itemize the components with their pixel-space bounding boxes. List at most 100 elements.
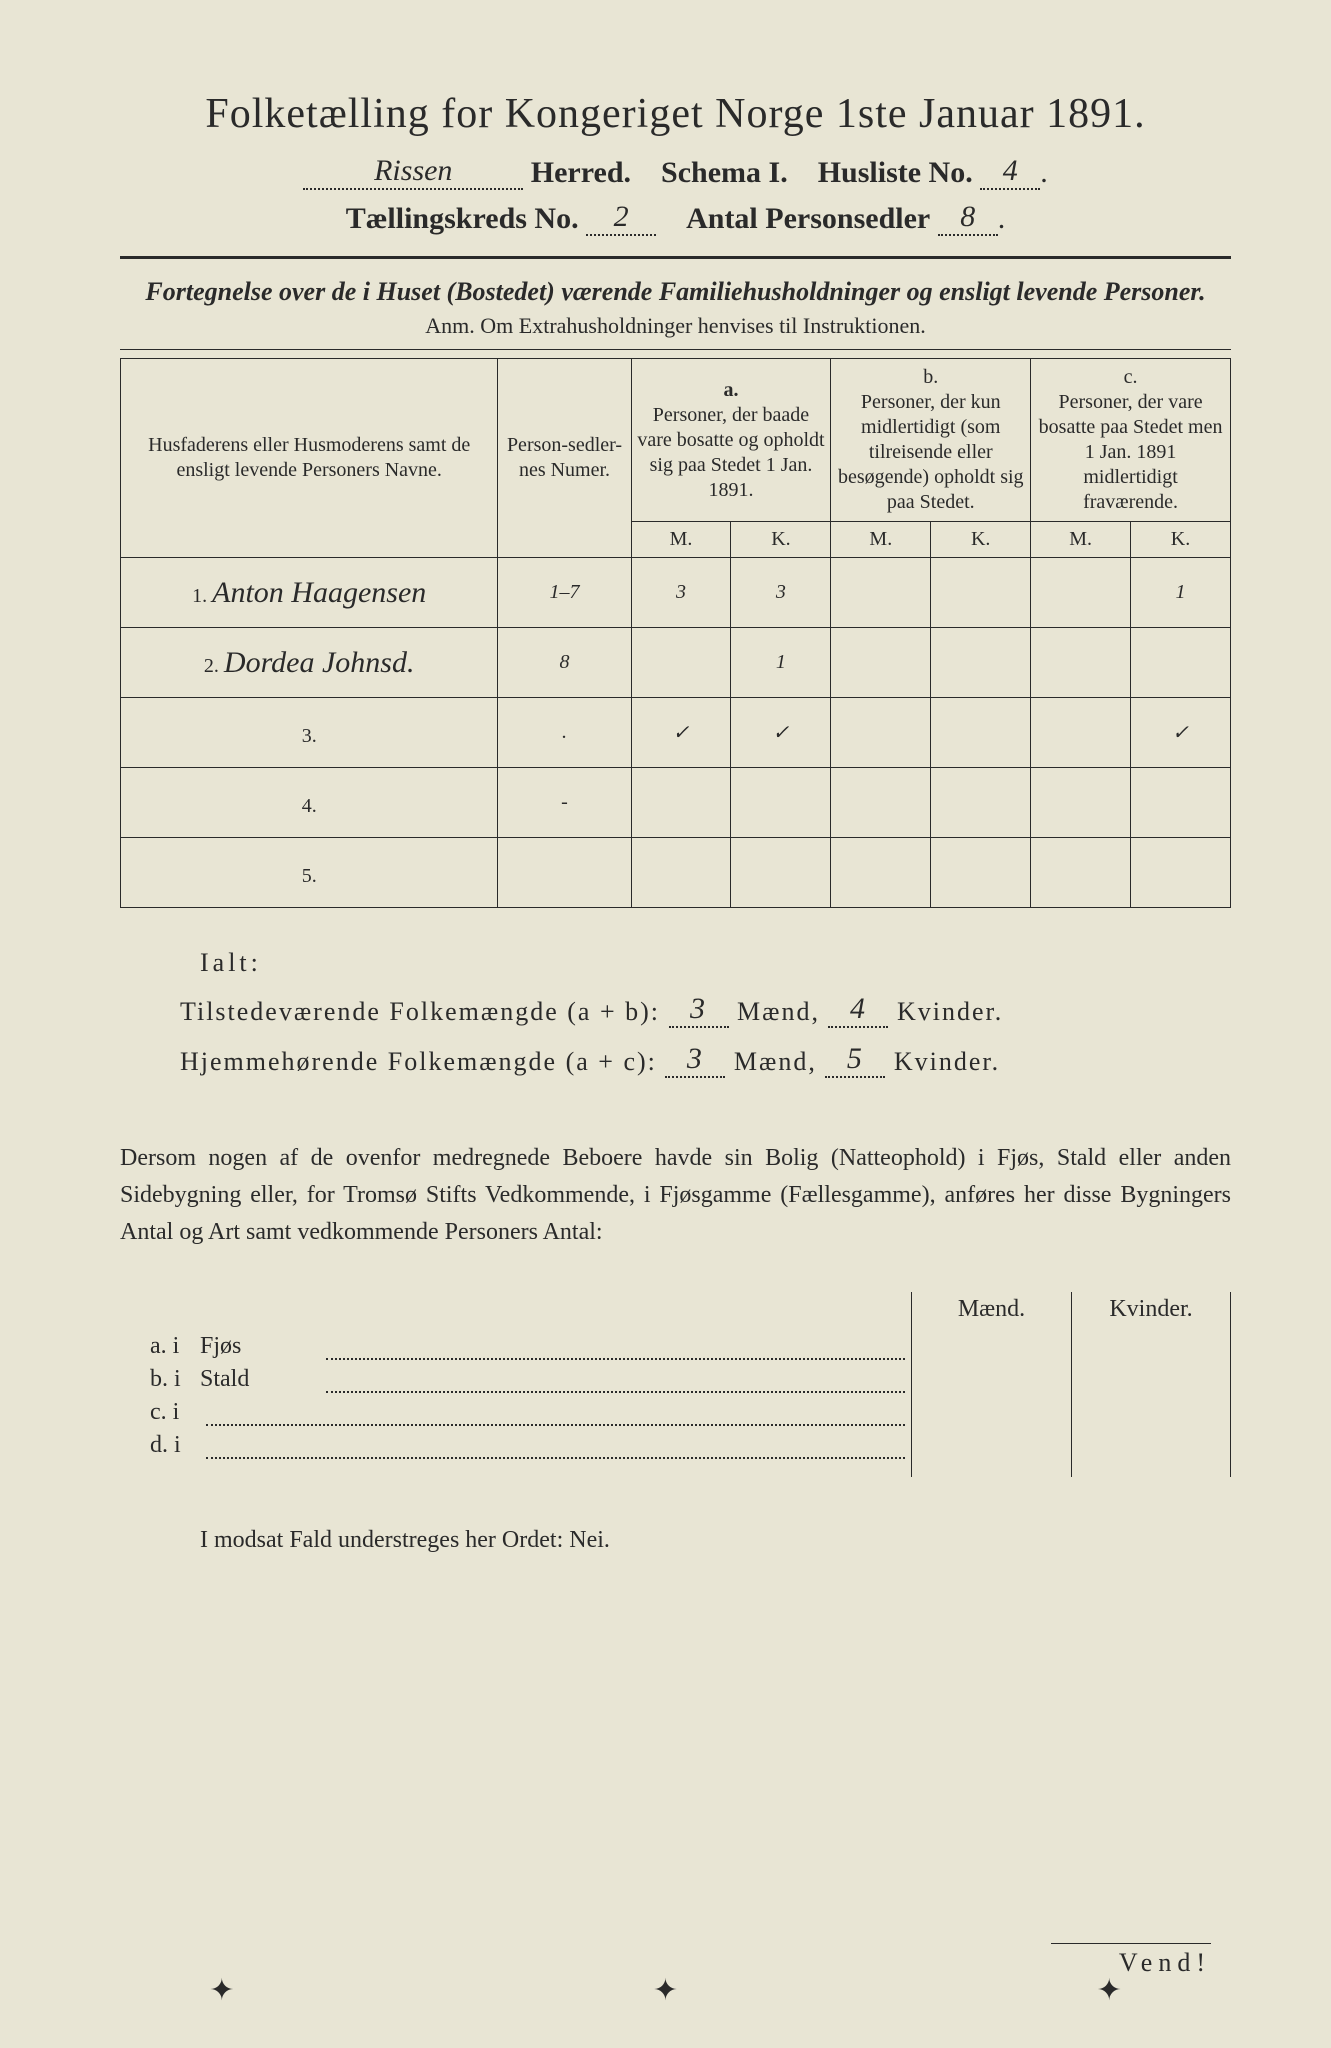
rule-1 bbox=[120, 256, 1231, 259]
cell-bM bbox=[831, 628, 931, 698]
cell-cM bbox=[1031, 558, 1131, 628]
antal-label: Antal Personsedler bbox=[686, 202, 930, 235]
cell-aK bbox=[731, 838, 831, 908]
th-b-head: b. bbox=[923, 366, 938, 388]
header-line-1: Rissen Herred. Schema I. Husliste No. 4. bbox=[120, 156, 1231, 192]
th-names: Husfaderens eller Husmoderens samt de en… bbox=[121, 359, 498, 558]
cell-cK bbox=[1131, 628, 1231, 698]
row-n: 1. bbox=[192, 585, 207, 607]
schema-label: Schema I. bbox=[661, 156, 788, 189]
totals-l1-m: 3 bbox=[669, 992, 729, 1028]
cell-aM: 3 bbox=[631, 558, 731, 628]
ob-name: Stald bbox=[200, 1366, 320, 1393]
husliste-value: 4 bbox=[980, 154, 1040, 190]
totals-l1-k: 4 bbox=[828, 992, 888, 1028]
th-a-text: Personer, der baade vare bosatte og opho… bbox=[637, 404, 824, 501]
outbuilding-paragraph: Dersom nogen af de ovenfor medregnede Be… bbox=[120, 1140, 1231, 1252]
totals-l2-label: Hjemmehørende Folkemængde (a + c): bbox=[180, 1047, 657, 1076]
cell-name: 3. bbox=[121, 698, 498, 768]
cell-bK bbox=[931, 768, 1031, 838]
dot-icon: ✦ bbox=[653, 1973, 678, 2008]
cell-name: 5. bbox=[121, 838, 498, 908]
th-c-k: K. bbox=[1131, 522, 1231, 558]
antal-value: 8 bbox=[938, 200, 998, 236]
table-row: 2. Dordea Johnsd. 8 1 bbox=[121, 628, 1231, 698]
th-c-head: c. bbox=[1124, 366, 1138, 388]
th-a: a. Personer, der baade vare bosatte og o… bbox=[631, 359, 831, 522]
cell-cM bbox=[1031, 628, 1131, 698]
census-form-page: Folketælling for Kongeriget Norge 1ste J… bbox=[0, 0, 1331, 2048]
th-c-m: M. bbox=[1031, 522, 1131, 558]
herred-value: Rissen bbox=[303, 154, 523, 190]
table-body: 1. Anton Haagensen 1–7 3 3 1 2. Dordea J… bbox=[121, 558, 1231, 908]
cell-num: 1–7 bbox=[498, 558, 631, 628]
cell-name: 1. Anton Haagensen bbox=[121, 558, 498, 628]
row-name-hw: Dordea Johnsd. bbox=[224, 646, 415, 679]
totals-line-2: Hjemmehørende Folkemængde (a + c): 3 Mæn… bbox=[180, 1044, 1231, 1080]
kreds-label: Tællingskreds No. bbox=[346, 202, 579, 235]
th-c-text: Personer, der vare bosatte paa Stedet me… bbox=[1039, 391, 1223, 513]
dotfill bbox=[206, 1432, 905, 1458]
kreds-value: 2 bbox=[586, 200, 656, 236]
dot-icon: ✦ bbox=[1097, 1973, 1122, 2008]
subtitle: Fortegnelse over de i Huset (Bostedet) v… bbox=[120, 277, 1231, 307]
subtitle-text: Fortegnelse over de i Huset (Bostedet) v… bbox=[145, 277, 1205, 306]
cell-cM bbox=[1031, 698, 1131, 768]
th-b-k: K. bbox=[931, 522, 1031, 558]
cell-aK: 1 bbox=[731, 628, 831, 698]
cell-aM: ✓ bbox=[631, 698, 731, 768]
th-b-text: Personer, der kun midlertidigt (som tilr… bbox=[838, 391, 1024, 513]
bottom-dots: ✦ ✦ ✦ bbox=[0, 1973, 1331, 2008]
th-numer: Person-sedler-nes Numer. bbox=[498, 359, 631, 558]
th-a-k: K. bbox=[731, 522, 831, 558]
outbuild-row: a. i Fjøs bbox=[120, 1333, 911, 1360]
outbuild-row: d. i bbox=[120, 1432, 911, 1459]
cell-aM bbox=[631, 628, 731, 698]
cell-num: 8 bbox=[498, 628, 631, 698]
dotfill bbox=[206, 1399, 905, 1425]
th-b-m: M. bbox=[831, 522, 931, 558]
mk-body bbox=[911, 1327, 1231, 1477]
kvinder-col-head: Kvinder. bbox=[1071, 1292, 1231, 1327]
kvinder-label: Kvinder. bbox=[897, 997, 1003, 1026]
cell-cK: ✓ bbox=[1131, 698, 1231, 768]
totals-block: Ialt: Tilstedeværende Folkemængde (a + b… bbox=[180, 948, 1231, 1080]
outbuild-row: b. i Stald bbox=[120, 1366, 911, 1393]
totals-line-1: Tilstedeværende Folkemængde (a + b): 3 M… bbox=[180, 994, 1231, 1030]
row-n: 4. bbox=[302, 795, 317, 817]
row-name-hw: Anton Haagensen bbox=[212, 576, 426, 609]
th-b: b. Personer, der kun midlertidigt (som t… bbox=[831, 359, 1031, 522]
cell-bM bbox=[831, 768, 931, 838]
table-row: 1. Anton Haagensen 1–7 3 3 1 bbox=[121, 558, 1231, 628]
census-table: Husfaderens eller Husmoderens samt de en… bbox=[120, 358, 1231, 908]
cell-aK: ✓ bbox=[731, 698, 831, 768]
cell-num: - bbox=[498, 768, 631, 838]
cell-bK bbox=[931, 698, 1031, 768]
table-row: 4. - bbox=[121, 768, 1231, 838]
ialt-label: Ialt: bbox=[200, 948, 1231, 978]
cell-aK: 3 bbox=[731, 558, 831, 628]
cell-num bbox=[498, 838, 631, 908]
nei-line: I modsat Fald understreges her Ordet: Ne… bbox=[200, 1527, 1231, 1554]
table-row: 3. . ✓ ✓ ✓ bbox=[121, 698, 1231, 768]
anm-note: Anm. Om Extrahusholdninger henvises til … bbox=[120, 313, 1231, 339]
page-title: Folketælling for Kongeriget Norge 1ste J… bbox=[120, 90, 1231, 138]
totals-l2-k: 5 bbox=[825, 1042, 885, 1078]
maend-col-body bbox=[911, 1327, 1071, 1477]
husliste-label: Husliste No. bbox=[818, 156, 973, 189]
ob-l: a. i bbox=[120, 1333, 200, 1360]
ob-l: c. i bbox=[120, 1399, 200, 1426]
cell-bK bbox=[931, 558, 1031, 628]
row-n: 3. bbox=[302, 725, 317, 747]
cell-bM bbox=[831, 838, 931, 908]
th-a-m: M. bbox=[631, 522, 731, 558]
maend-label-2: Mænd, bbox=[734, 1047, 817, 1076]
header-line-2: Tællingskreds No. 2 Antal Personsedler 8… bbox=[120, 202, 1231, 238]
cell-cK: 1 bbox=[1131, 558, 1231, 628]
ob-l: d. i bbox=[120, 1432, 200, 1459]
cell-bM bbox=[831, 558, 931, 628]
cell-aK bbox=[731, 768, 831, 838]
row-n: 2. bbox=[204, 655, 219, 677]
dot-icon: ✦ bbox=[209, 1973, 234, 2008]
cell-bK bbox=[931, 628, 1031, 698]
